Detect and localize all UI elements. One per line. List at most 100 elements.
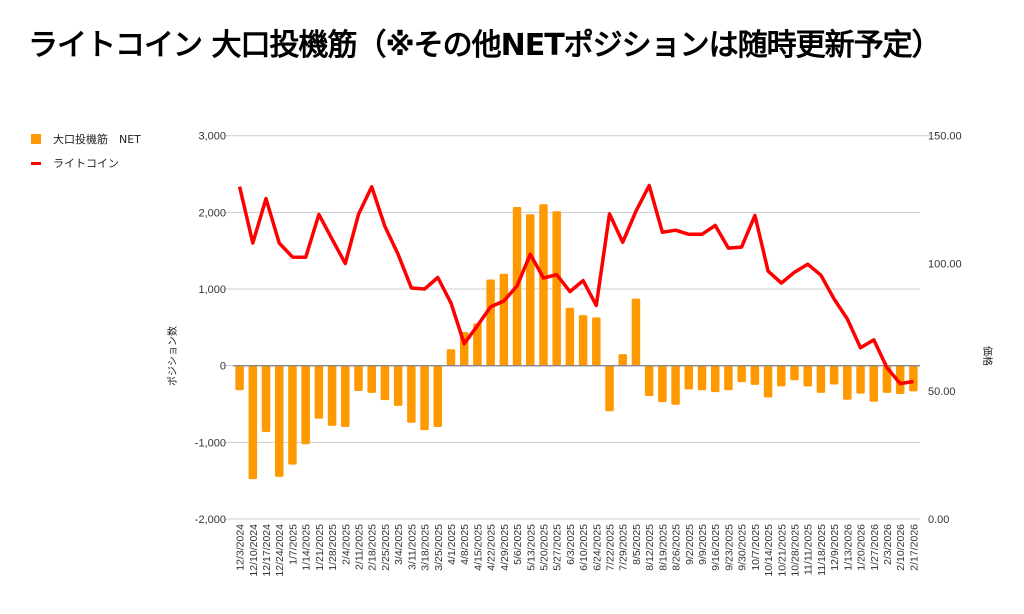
x-tick-label: 6/24/2025 <box>591 524 603 571</box>
right-tick-label: 50.00 <box>928 386 956 398</box>
x-tick-label: 2/3/2026 <box>882 524 894 565</box>
legend: 大口投機筋 NET ライトコイン <box>31 127 141 175</box>
x-tick-label: 6/3/2025 <box>565 524 577 565</box>
bar <box>790 365 799 381</box>
bar <box>261 365 271 432</box>
line-series <box>237 183 914 386</box>
bar <box>777 365 786 387</box>
x-tick-label: 9/16/2025 <box>710 524 722 571</box>
bar <box>724 365 733 391</box>
bar <box>843 365 852 400</box>
x-tick-label: 8/12/2025 <box>644 524 656 571</box>
bar <box>327 365 337 426</box>
x-tick-label: 3/18/2025 <box>420 524 432 571</box>
x-tick-label: 1/14/2025 <box>301 524 313 571</box>
x-tick-label: 2/11/2025 <box>354 524 366 570</box>
bar <box>829 365 839 385</box>
legend-bar-swatch-icon <box>31 134 41 144</box>
left-tick-label: -2,000 <box>195 514 226 526</box>
x-tick-label: 9/30/2025 <box>737 524 749 571</box>
bar <box>446 349 456 366</box>
legend-line-swatch-icon <box>31 161 41 165</box>
x-tick-label: 4/8/2025 <box>459 524 471 565</box>
bar <box>288 365 297 465</box>
bar <box>420 365 429 431</box>
x-tick-label: 6/10/2025 <box>578 524 590 571</box>
bar <box>274 365 284 477</box>
x-tick-label: 12/10/2024 <box>248 524 260 577</box>
x-tick-label: 1/27/2026 <box>869 524 881 571</box>
bar <box>856 365 865 394</box>
left-tick-label: -1,000 <box>195 437 226 449</box>
x-tick-label: 12/24/2024 <box>274 524 286 577</box>
left-axis-ticks: 3,000 2,000 1,000 0 -1,000 -2,000 <box>195 131 226 526</box>
x-tick-label: 1/13/2026 <box>842 524 854 571</box>
bar <box>565 307 575 366</box>
bar <box>895 365 905 395</box>
bar <box>341 365 350 428</box>
x-tick-label: 10/21/2025 <box>776 524 788 577</box>
x-tick-label: 2/10/2026 <box>895 524 907 571</box>
x-tick-label: 4/15/2025 <box>472 524 484 571</box>
bar <box>644 365 654 396</box>
x-tick-label: 11/11/2025 <box>803 524 815 575</box>
gridlines <box>223 135 930 520</box>
bar <box>658 365 667 403</box>
bar <box>539 204 548 366</box>
x-tick-label: 12/3/2024 <box>235 524 247 571</box>
x-tick-label: 2/4/2025 <box>340 524 352 565</box>
bar <box>486 279 495 366</box>
bar <box>578 315 588 366</box>
legend-label-price: ライトコイン <box>53 157 119 170</box>
x-tick-label: 4/22/2025 <box>486 524 498 571</box>
x-tick-label: 8/26/2025 <box>671 524 683 571</box>
x-tick-label: 7/29/2025 <box>618 524 630 571</box>
bar <box>605 365 614 412</box>
bar <box>697 365 707 391</box>
x-tick-label: 4/29/2025 <box>499 524 511 571</box>
x-tick-label: 2/17/2026 <box>908 524 920 571</box>
x-tick-label: 12/17/2024 <box>261 524 273 577</box>
bar <box>380 365 390 401</box>
x-tick-label: 5/13/2025 <box>525 524 537 571</box>
bar <box>671 365 680 405</box>
bar-series <box>235 204 918 480</box>
right-tick-label: 100.00 <box>928 258 962 270</box>
bar <box>235 365 244 391</box>
x-tick-label: 1/7/2025 <box>288 524 300 565</box>
x-tick-label: 3/11/2025 <box>406 524 418 570</box>
x-tick-label: 5/6/2025 <box>512 524 524 565</box>
bar <box>592 317 601 366</box>
bar <box>909 365 918 392</box>
x-tick-label: 5/27/2025 <box>552 524 564 571</box>
bar <box>314 365 324 419</box>
bar <box>433 365 443 428</box>
left-tick-label: 3,000 <box>198 131 226 143</box>
legend-item-price: ライトコイン <box>31 151 141 175</box>
bar <box>816 365 826 393</box>
x-tick-label: 7/22/2025 <box>605 524 617 571</box>
bar <box>526 214 535 366</box>
x-tick-label: 8/5/2025 <box>631 524 643 565</box>
bar <box>750 365 760 385</box>
bar <box>301 365 310 445</box>
right-axis-title: 価格 <box>981 346 994 366</box>
bar <box>393 365 403 406</box>
bar <box>407 365 416 423</box>
left-tick-label: 2,000 <box>198 207 226 219</box>
x-tick-label: 3/4/2025 <box>393 524 405 565</box>
bar <box>248 365 258 480</box>
x-tick-label: 12/9/2025 <box>829 524 841 571</box>
x-tick-label: 9/23/2025 <box>723 524 735 571</box>
x-tick-label: 3/25/2025 <box>433 524 445 571</box>
x-tick-label: 10/7/2025 <box>750 524 762 571</box>
price-line <box>237 183 914 386</box>
bar <box>631 298 641 366</box>
bar <box>618 354 627 366</box>
bar <box>367 365 376 393</box>
left-tick-label: 1,000 <box>198 284 226 296</box>
x-tick-label: 9/9/2025 <box>697 524 709 565</box>
x-tick-label: 1/28/2025 <box>327 524 339 571</box>
bar <box>499 273 509 366</box>
